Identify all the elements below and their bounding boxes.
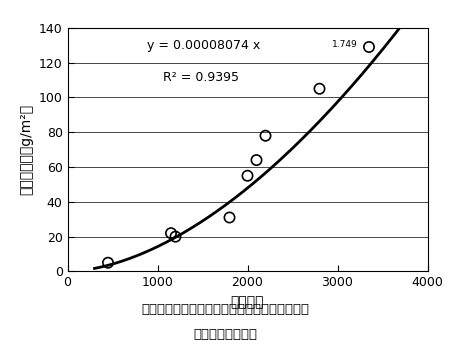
Point: [253, 157, 260, 163]
Point: [226, 215, 233, 220]
Point: [365, 44, 373, 50]
Text: 1.749: 1.749: [332, 40, 358, 49]
Point: [104, 260, 112, 266]
Point: [244, 173, 251, 179]
Y-axis label: 雄花生産量（g/m²）: 雄花生産量（g/m²）: [19, 104, 33, 195]
Point: [316, 86, 323, 92]
X-axis label: 着花指数: 着花指数: [231, 295, 264, 309]
Text: y = 0.00008074 x: y = 0.00008074 x: [147, 39, 260, 52]
Text: 雄花生産量の関係: 雄花生産量の関係: [193, 327, 257, 341]
Text: R² = 0.9395: R² = 0.9395: [163, 71, 239, 84]
Point: [262, 133, 269, 139]
Point: [167, 230, 175, 236]
Text: 図－３　木更津市の調査林における着花指数と: 図－３ 木更津市の調査林における着花指数と: [141, 303, 309, 316]
Point: [172, 234, 179, 239]
